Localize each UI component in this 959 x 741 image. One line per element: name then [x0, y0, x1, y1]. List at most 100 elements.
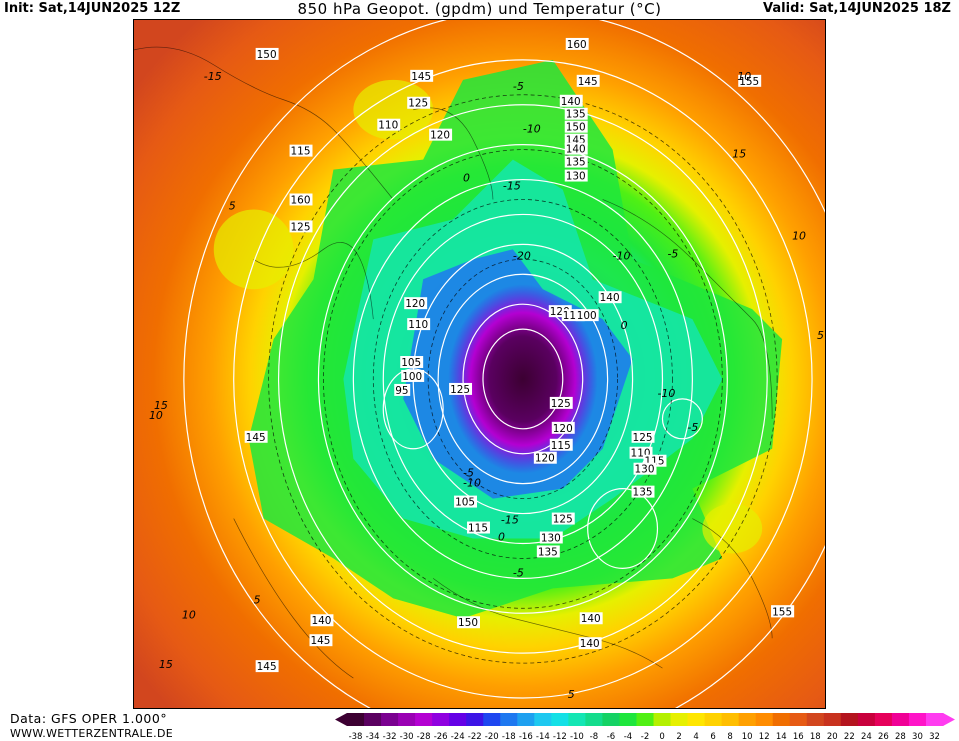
geopotential-contours — [183, 20, 825, 708]
geopotential-label-bg — [400, 356, 424, 368]
geopotential-label: 120 — [535, 453, 555, 465]
geopotential-label: 155 — [772, 606, 792, 618]
legend-tick-label: -28 — [417, 732, 431, 741]
geopotential-label: 115 — [551, 440, 571, 452]
legend-swatch — [908, 713, 927, 726]
geopotential-label-bg — [407, 318, 431, 331]
geopotential-label: 110 — [378, 120, 398, 132]
temperature-label: 15 — [732, 148, 746, 161]
legend-swatch — [823, 713, 842, 726]
geopotential-label: 145 — [246, 432, 266, 444]
geopotential-label-bg — [576, 74, 600, 87]
geopotential-label-bg — [564, 169, 588, 182]
legend-swatch — [925, 713, 944, 726]
geopotential-label: 140 — [566, 144, 586, 156]
legend-swatch — [721, 713, 740, 726]
temperature-contours — [268, 94, 778, 664]
geopotential-label-bg — [559, 94, 583, 107]
geopotential-label-bg — [255, 47, 279, 60]
legend-tick-label: 28 — [895, 732, 906, 741]
geopotential-label: 105 — [455, 497, 475, 509]
geopotential-label: 100 — [577, 310, 597, 322]
geopotential-label-bg — [551, 421, 575, 434]
legend-tick-label: -16 — [519, 732, 533, 741]
legend-tick-label: 2 — [676, 732, 681, 741]
geopotential-label-bg — [561, 309, 585, 322]
temperature-label: -5 — [463, 467, 474, 480]
geopotential-label: 95 — [395, 385, 408, 397]
geopotential-label-bg — [598, 291, 622, 304]
geopotential-label-bg — [454, 495, 478, 508]
legend-swatch — [755, 713, 774, 726]
geopotential-label: 130 — [541, 532, 561, 544]
temperature-label: -20 — [513, 249, 531, 262]
geopotential-label: 125 — [633, 432, 653, 444]
temperature-label: 0 — [498, 530, 505, 543]
temperature-label: -15 — [501, 514, 519, 527]
coastline-outlines — [134, 46, 773, 679]
legend-tick-label: 6 — [710, 732, 715, 741]
temperature-label: 0 — [621, 319, 628, 332]
geopotential-label: 145 — [578, 76, 598, 88]
legend-tick-label: -38 — [349, 732, 363, 741]
geopotential-label-bg — [244, 430, 268, 443]
legend-swatch — [704, 713, 723, 726]
geopotential-label-bg — [738, 74, 762, 87]
geopotential-label-bg — [564, 133, 588, 146]
legend-swatch — [364, 713, 382, 726]
geopotential-label-bg — [467, 521, 490, 534]
legend-swatch — [840, 713, 859, 726]
geopotential-label: 150 — [566, 122, 586, 134]
temperature-label: 5 — [817, 329, 824, 342]
geopotential-label: 145 — [257, 661, 277, 673]
legend-swatch — [500, 713, 518, 726]
legend-arrow-left — [335, 713, 347, 726]
temperature-color-scale: -38 -34 -32 -30 -28 -26 -24 -22 -20 -18 -16 -14 -12-… — [335, 713, 955, 741]
geopotential-label: 155 — [739, 76, 759, 88]
geopotential-label-bg — [533, 451, 557, 464]
geopotential-label-bg — [407, 96, 431, 109]
geopotential-label: 160 — [291, 194, 311, 206]
temperature-label: -5 — [513, 80, 524, 93]
legend-swatch — [517, 713, 535, 726]
legend-swatch — [483, 713, 501, 726]
temperature-label: 5 — [254, 593, 261, 606]
geopotential-label: 115 — [468, 523, 488, 535]
geopotential-label-bg — [410, 69, 434, 82]
geopotential-label-bg — [564, 107, 588, 120]
geopotential-label-bg — [549, 396, 573, 409]
geopotential-label: 125 — [291, 221, 311, 233]
legend-arrow-right — [943, 713, 955, 726]
legend-tick-label: -18 — [502, 732, 516, 741]
legend-swatch — [551, 713, 569, 726]
website-credit: WWW.WETTERZENTRALE.DE — [10, 727, 173, 740]
geopotential-label-bg — [289, 144, 313, 157]
geopotential-label-bg — [629, 446, 653, 459]
geopotential-label-bg — [564, 142, 588, 155]
legend-tick-label: 16 — [793, 732, 804, 741]
legend-tick-label: -22 — [468, 732, 482, 741]
legend-tick-label: -26 — [434, 732, 448, 741]
legend-swatch — [653, 713, 672, 726]
legend-tick-label: 30 — [912, 732, 923, 741]
geopotential-label: 125 — [450, 384, 470, 396]
geopotential-label: 150 — [257, 49, 277, 61]
legend-tick-label: -6 — [607, 732, 615, 741]
geopotential-label-bg — [255, 660, 279, 673]
geopotential-label-bg — [548, 305, 572, 318]
legend-tick-label: 14 — [776, 732, 787, 741]
geopotential-label-bg — [771, 605, 795, 618]
legend-tick-label: -10 — [570, 732, 584, 741]
geopotential-label-bg — [633, 462, 657, 475]
legend-tick-label: 22 — [844, 732, 855, 741]
legend-swatch — [381, 713, 399, 726]
geopotential-label-bg — [457, 616, 480, 629]
temperature-label: 15 — [154, 399, 168, 412]
legend-tick-label: 8 — [727, 732, 732, 741]
geopotential-label-bg — [539, 531, 563, 544]
geopotential-label: 145 — [310, 635, 330, 647]
geopotential-label-bg — [564, 120, 588, 133]
legend-tick-label: 26 — [878, 732, 889, 741]
legend-tick-label: -12 — [553, 732, 567, 741]
